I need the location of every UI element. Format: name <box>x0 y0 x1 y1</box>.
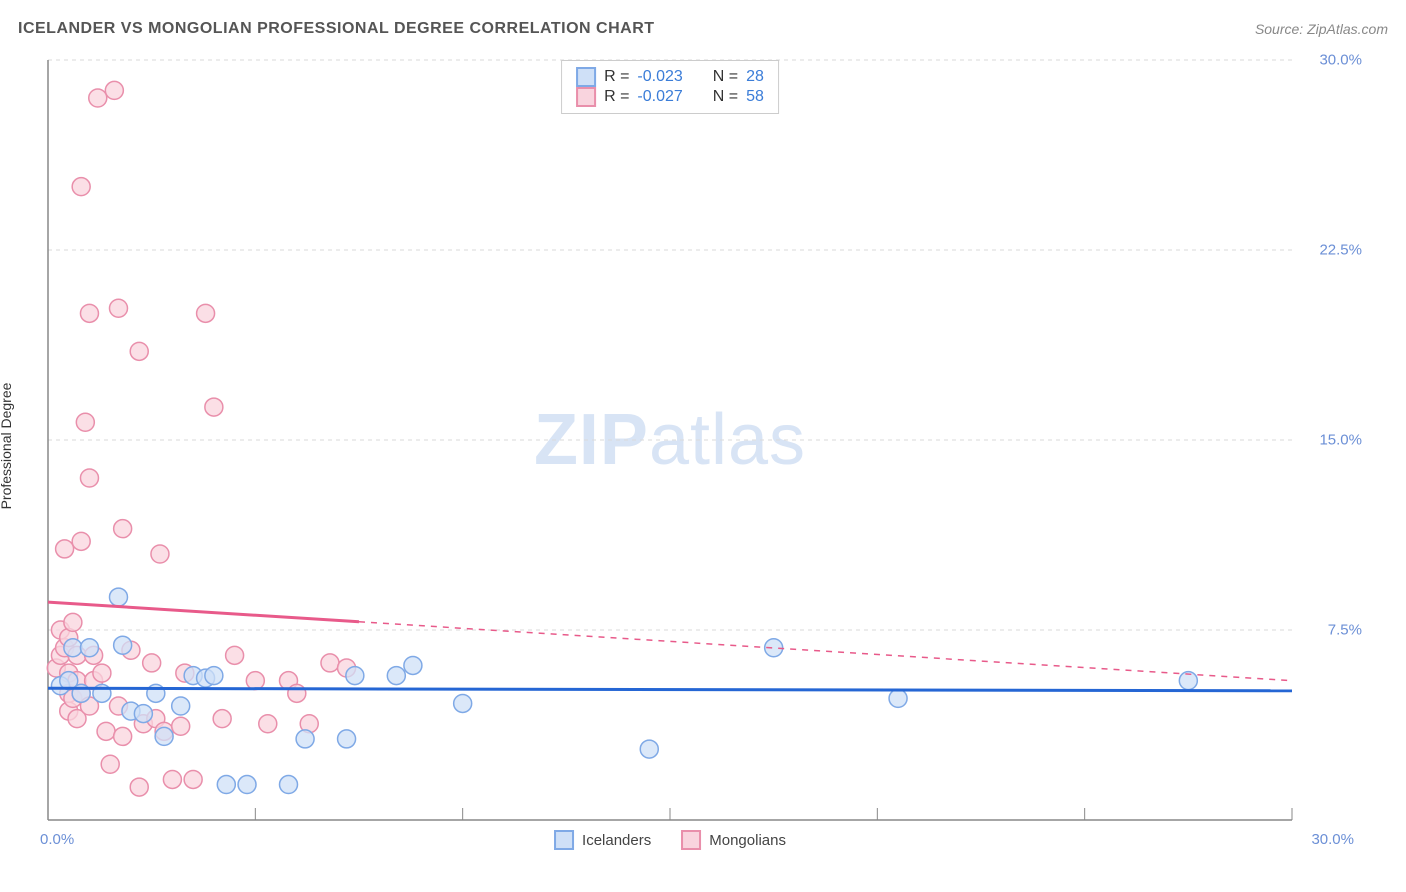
y-tick-label: 7.5% <box>1302 622 1362 639</box>
legend-label-icelanders: Icelanders <box>582 832 651 849</box>
legend-r-label: R = <box>604 68 629 86</box>
legend-n-label: N = <box>713 88 738 106</box>
legend-swatch-mongolians <box>576 87 596 107</box>
x-axis-max: 30.0% <box>1311 831 1354 848</box>
legend-correlation: R = -0.023 N = 28 R = -0.027 N = 58 <box>561 60 779 114</box>
legend-n-label: N = <box>713 68 738 86</box>
y-tick-label: 22.5% <box>1302 242 1362 259</box>
y-axis-label: Professional Degree <box>0 383 14 510</box>
legend-swatch-icelanders <box>554 830 574 850</box>
legend-n-value-1: 28 <box>746 68 764 86</box>
legend-series: Icelanders Mongolians <box>554 830 786 850</box>
legend-r-label: R = <box>604 88 629 106</box>
legend-label-mongolians: Mongolians <box>709 832 786 849</box>
y-tick-label: 30.0% <box>1302 52 1362 69</box>
y-tick-label: 15.0% <box>1302 432 1362 449</box>
page-title: ICELANDER VS MONGOLIAN PROFESSIONAL DEGR… <box>18 20 655 38</box>
x-axis-min: 0.0% <box>40 831 74 848</box>
source-label: Source: ZipAtlas.com <box>1255 21 1388 37</box>
chart-area: ZIPatlas R = -0.023 N = 28 R = -0.027 N … <box>48 60 1292 820</box>
legend-r-value-1: -0.023 <box>637 68 682 86</box>
legend-r-value-2: -0.027 <box>637 88 682 106</box>
legend-swatch-icelanders <box>576 67 596 87</box>
legend-swatch-mongolians <box>681 830 701 850</box>
legend-n-value-2: 58 <box>746 88 764 106</box>
